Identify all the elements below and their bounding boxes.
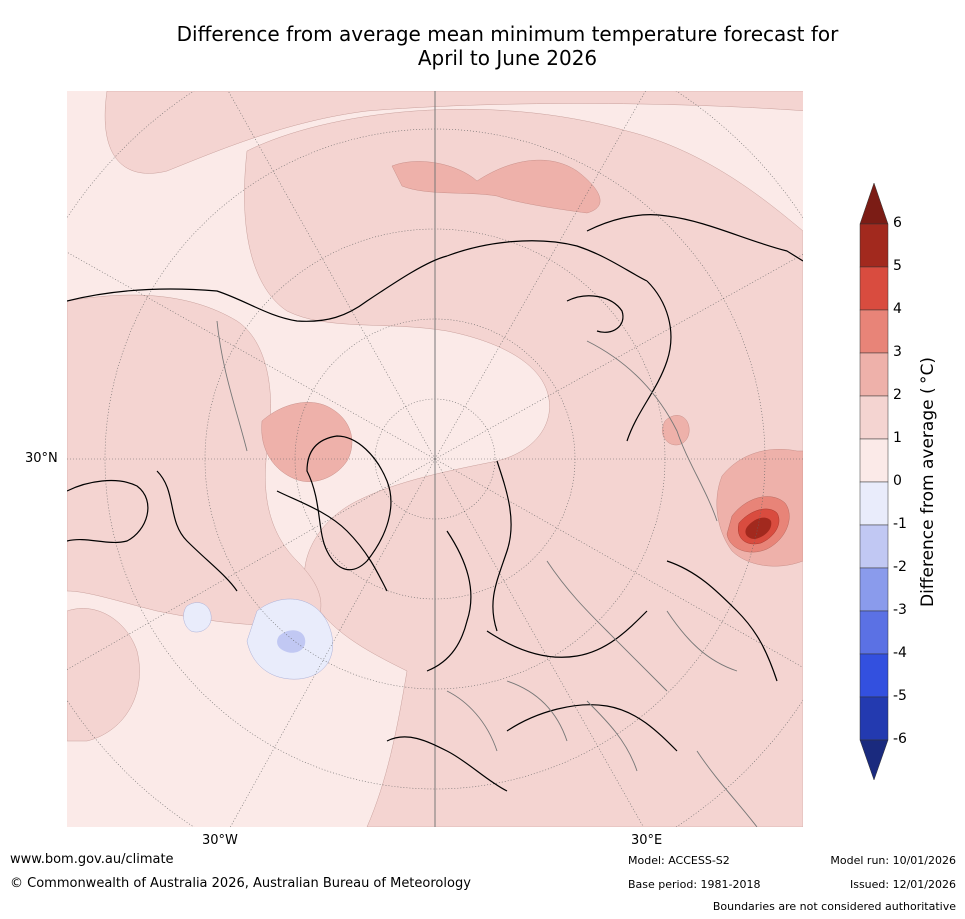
colorbar-tick-label: -6: [893, 731, 907, 747]
anomaly-region-neg-2-1: [277, 630, 306, 653]
disclaimer-text: Boundaries are not considered authoritat…: [712, 900, 956, 913]
model-text: Model: ACCESS-S2: [628, 854, 730, 867]
title-line-1: Difference from average mean minimum tem…: [176, 22, 839, 46]
colorbar-tick-label: -5: [893, 688, 907, 704]
colorbar-bottom-arrow: [859, 739, 889, 781]
map-title: Difference from average mean minimum tem…: [60, 22, 955, 70]
forecast-map: [67, 91, 803, 827]
colorbar-tick-label: -3: [893, 602, 907, 618]
colorbar-swatch: [859, 696, 889, 741]
colorbar-tick-label: 5: [893, 258, 902, 274]
colorbar-swatch: [859, 481, 889, 526]
colorbar-swatch: [859, 567, 889, 612]
colorbar-tick-label: 0: [893, 473, 902, 489]
colorbar-swatch: [859, 524, 889, 569]
colorbar-tick-label: -2: [893, 559, 907, 575]
colorbar-swatch: [859, 266, 889, 311]
colorbar-tick-label: -4: [893, 645, 907, 661]
colorbar-title: Difference from average ( °C): [918, 356, 938, 608]
anomaly-region-neg-small: [183, 602, 212, 633]
colorbar-swatch: [859, 309, 889, 354]
lat-label-30n: 30°N: [25, 451, 58, 466]
coastlines: [67, 214, 803, 792]
anomaly-region-2-3-central-asia: [662, 415, 690, 446]
colorbar-swatch: [859, 653, 889, 698]
colorbar-tick-label: 2: [893, 387, 902, 403]
model-run-text: Model run: 10/01/2026: [830, 854, 956, 867]
title-line-2: April to June 2026: [417, 46, 598, 70]
colorbar: [859, 182, 889, 781]
base-period-text: Base period: 1981-2018: [628, 878, 761, 891]
anomaly-region-5-6: [745, 517, 772, 539]
lon-label-30w: 30°W: [202, 833, 238, 848]
colorbar-tick-label: 3: [893, 344, 902, 360]
country-borders: [216, 320, 758, 827]
copyright-text: © Commonwealth of Australia 2026, Austra…: [10, 876, 471, 891]
colorbar-swatch: [859, 395, 889, 440]
anomaly-region-2-3-pacific: [391, 159, 601, 214]
colorbar-tick-label: 1: [893, 430, 902, 446]
colorbar-swatch: [859, 352, 889, 397]
website-link[interactable]: www.bom.gov.au/climate: [10, 852, 174, 867]
colorbar-tick-label: 6: [893, 215, 902, 231]
anomaly-region-2-3-greenland: [261, 402, 353, 482]
colorbar-swatch: [859, 438, 889, 483]
lon-label-30e: 30°E: [631, 833, 663, 848]
colorbar-swatch: [859, 610, 889, 655]
colorbar-swatch: [859, 223, 889, 268]
issued-text: Issued: 12/01/2026: [849, 878, 956, 891]
anomaly-region-1-2-atlantic: [67, 608, 140, 742]
anomaly-region-1-2-northpac: [104, 91, 803, 174]
colorbar-tick-label: -1: [893, 516, 907, 532]
colorbar-swatches: [859, 223, 889, 741]
anomaly-region-1-2-america: [67, 294, 322, 626]
colorbar-top-arrow: [859, 182, 889, 225]
colorbar-tick-label: 4: [893, 301, 902, 317]
